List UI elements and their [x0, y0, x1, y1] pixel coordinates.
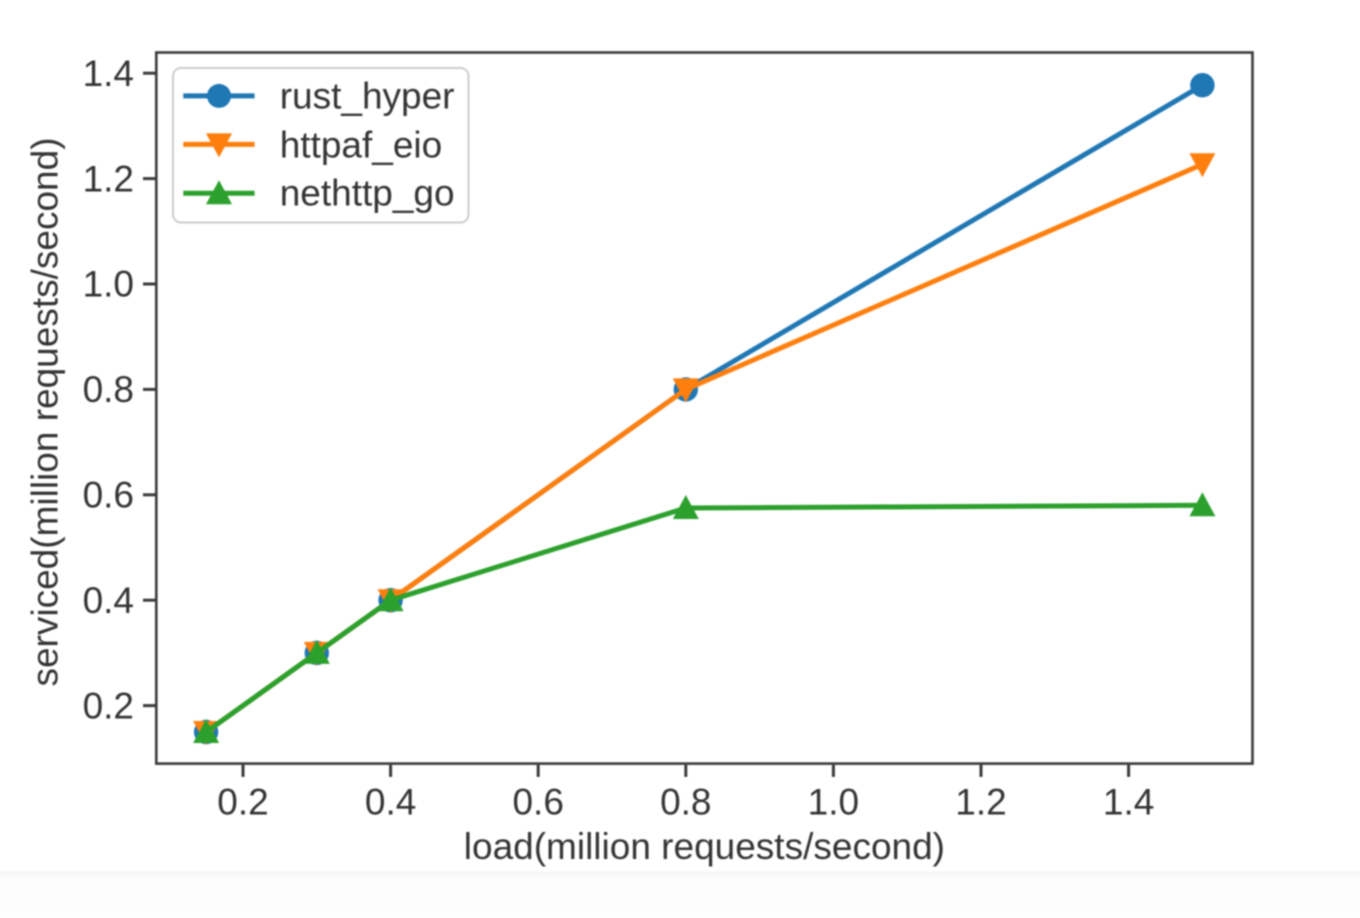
svg-text:0.4: 0.4 — [83, 580, 134, 621]
svg-text:1.2: 1.2 — [955, 782, 1006, 823]
svg-text:0.2: 0.2 — [83, 685, 134, 726]
svg-text:0.2: 0.2 — [217, 782, 268, 823]
svg-text:0.8: 0.8 — [83, 369, 134, 410]
svg-text:1.4: 1.4 — [1103, 782, 1154, 823]
svg-text:0.4: 0.4 — [365, 782, 416, 823]
svg-text:nethttp_go: nethttp_go — [280, 173, 455, 214]
svg-text:0.6: 0.6 — [83, 475, 134, 516]
svg-text:rust_hyper: rust_hyper — [280, 76, 455, 117]
svg-text:load(million requests/second): load(million requests/second) — [464, 826, 945, 867]
svg-text:1.2: 1.2 — [83, 158, 134, 199]
svg-text:1.4: 1.4 — [83, 53, 134, 94]
svg-text:0.6: 0.6 — [512, 782, 563, 823]
svg-text:1.0: 1.0 — [808, 782, 859, 823]
svg-text:1.0: 1.0 — [83, 264, 134, 305]
svg-text:0.8: 0.8 — [660, 782, 711, 823]
svg-text:httpaf_eio: httpaf_eio — [280, 124, 443, 165]
svg-text:serviced(million requests/seco: serviced(million requests/second) — [25, 137, 66, 686]
